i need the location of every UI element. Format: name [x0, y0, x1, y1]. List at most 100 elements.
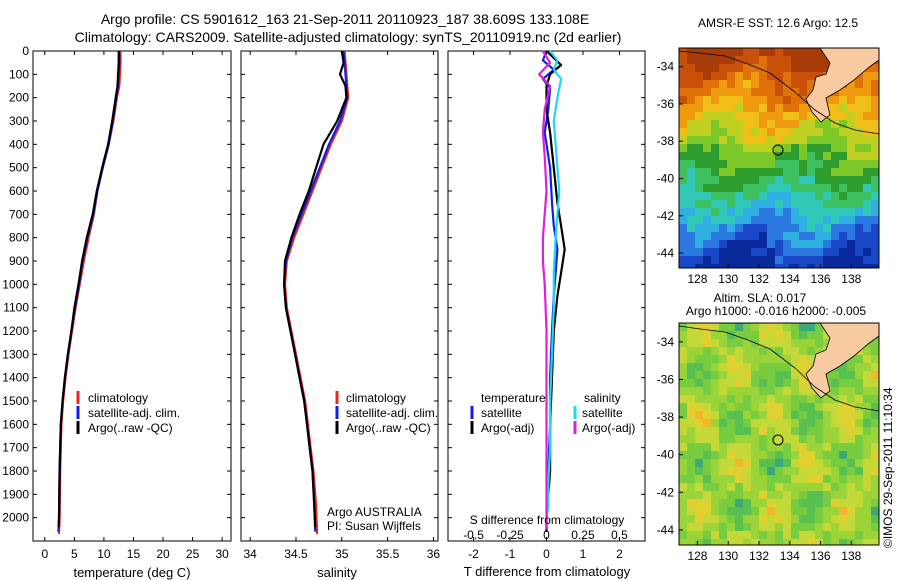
sla-cell: [855, 491, 863, 499]
x-tick-label: 20: [156, 547, 170, 561]
sla-cell: [783, 371, 791, 379]
sla-cell: [791, 355, 799, 363]
sst-cell: [831, 184, 839, 192]
sla-cell: [783, 491, 791, 499]
sst-cell: [719, 176, 727, 184]
sst-cell: [679, 128, 687, 136]
sst-cell: [703, 120, 711, 128]
sst-cell: [831, 232, 839, 240]
sst-cell: [687, 208, 695, 216]
sst-cell: [799, 192, 807, 200]
sla-cell: [727, 539, 735, 545]
sst-cell: [743, 192, 751, 200]
sla-field-cells: [679, 323, 879, 545]
sst-cell: [783, 224, 791, 232]
sst-cell: [703, 96, 711, 104]
sst-cell: [863, 160, 871, 168]
sla-cell: [839, 371, 847, 379]
x-tick-label: 2: [616, 547, 623, 561]
sst-cell: [823, 64, 831, 72]
sla-cell: [695, 539, 703, 545]
sst-cell: [687, 96, 695, 104]
sla-cell: [807, 355, 815, 363]
sla-cell: [863, 363, 871, 371]
sla-cell: [727, 331, 735, 339]
sla-cell: [687, 347, 695, 355]
sst-cell: [799, 120, 807, 128]
sst-cell: [687, 88, 695, 96]
sla-cell: [687, 475, 695, 483]
sst-cell: [815, 152, 823, 160]
sla-cell: [719, 515, 727, 523]
sla-cell: [759, 491, 767, 499]
sla-cell: [823, 395, 831, 403]
sla-cell: [743, 531, 751, 539]
sst-cell: [719, 224, 727, 232]
sst-cell: [855, 88, 863, 96]
sla-cell: [871, 347, 879, 355]
sla-cell: [767, 531, 775, 539]
sla-cell: [703, 331, 711, 339]
sst-cell: [743, 136, 751, 144]
argo-program-label: Argo AUSTRALIA: [327, 505, 422, 519]
sst-cell: [735, 208, 743, 216]
sst-cell: [751, 216, 759, 224]
sst-cell: [775, 128, 783, 136]
sla-cell: [687, 323, 695, 331]
sla-cell: [687, 443, 695, 451]
sla-cell: [687, 515, 695, 523]
sla-cell: [831, 467, 839, 475]
sst-cell: [759, 184, 767, 192]
x-tick-label: -1: [505, 547, 516, 561]
sla-cell: [687, 435, 695, 443]
sla-cell: [743, 515, 751, 523]
sst-cell: [823, 152, 831, 160]
sst-cell: [735, 112, 743, 120]
sst-cell: [839, 128, 847, 136]
sla-cell: [743, 355, 751, 363]
sla-cell: [743, 491, 751, 499]
sla-cell: [679, 347, 687, 355]
sla-cell: [791, 531, 799, 539]
sst-cell: [775, 160, 783, 168]
sst-cell: [839, 184, 847, 192]
sst-cell: [839, 232, 847, 240]
sst-cell: [855, 184, 863, 192]
australia-land: [766, 48, 879, 123]
sla-cell: [791, 379, 799, 387]
sst-cell: [791, 128, 799, 136]
sst-cell: [871, 224, 879, 232]
sla-cell: [839, 515, 847, 523]
sla-cell: [791, 323, 799, 331]
sst-cell: [727, 208, 735, 216]
sla-cell: [711, 507, 719, 515]
sla-cell: [767, 419, 775, 427]
sla-cell: [863, 531, 871, 539]
sla-cell: [751, 515, 759, 523]
sst-cell: [687, 184, 695, 192]
sla-cell: [775, 507, 783, 515]
sla-cell: [847, 427, 855, 435]
header-line-1: Argo profile: CS 5901612_163 21-Sep-2011…: [101, 11, 589, 27]
sst-cell: [679, 192, 687, 200]
sst-cell: [855, 160, 863, 168]
sla-cell: [703, 387, 711, 395]
sst-cell: [775, 96, 783, 104]
sla-cell: [719, 363, 727, 371]
sla-cell: [703, 475, 711, 483]
sst-cell: [719, 200, 727, 208]
sst-cell: [775, 240, 783, 248]
sla-cell: [687, 395, 695, 403]
sla-cell: [799, 403, 807, 411]
sst-cell: [743, 248, 751, 256]
sla-cell: [831, 515, 839, 523]
sst-cell: [815, 48, 823, 56]
sst-cell: [799, 216, 807, 224]
sst-cell: [775, 64, 783, 72]
sst-cell: [687, 160, 695, 168]
sla-cell: [711, 515, 719, 523]
sst-cell: [727, 120, 735, 128]
sla-cell: [871, 403, 879, 411]
sla-cell: [719, 467, 727, 475]
sst-cell: [839, 224, 847, 232]
